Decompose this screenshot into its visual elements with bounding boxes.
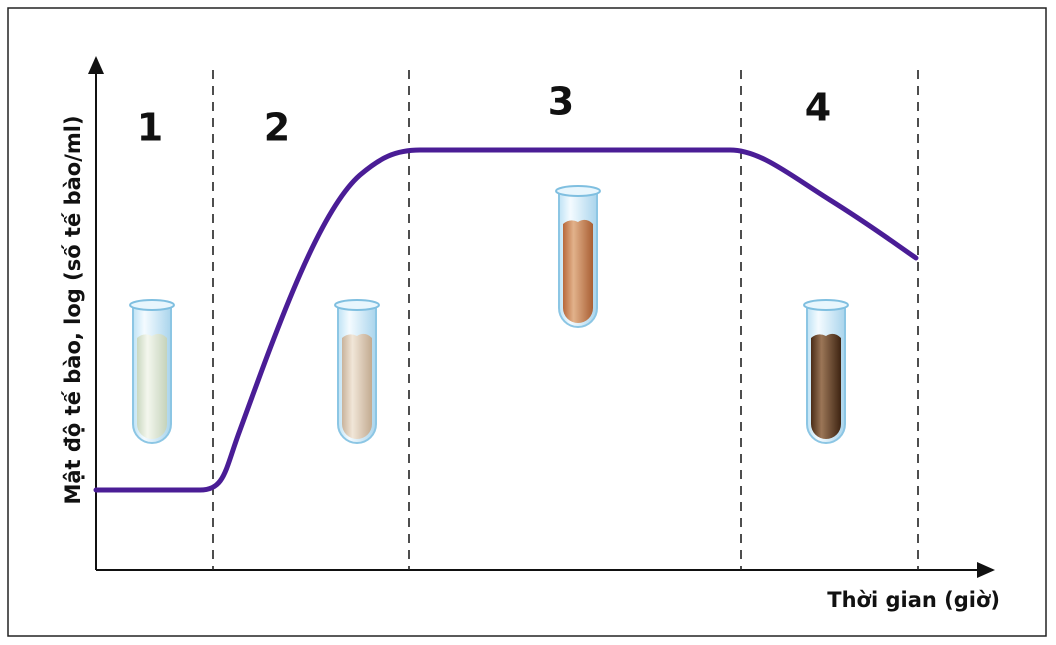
phase-label: 1 [137,106,163,150]
phase-label: 2 [264,106,290,150]
phase-label: 3 [548,80,574,124]
x-axis-label: Thời gian (giờ) [827,588,1000,612]
test-tube [555,185,601,328]
test-tube [803,299,849,444]
phase-label: 4 [805,86,831,130]
test-tube [129,299,175,444]
growth-curve [93,147,919,493]
test-tube [334,299,380,444]
frame [7,7,1047,637]
y-axis-label: Mật độ tế bào, log (số tế bào/ml) [61,115,85,504]
